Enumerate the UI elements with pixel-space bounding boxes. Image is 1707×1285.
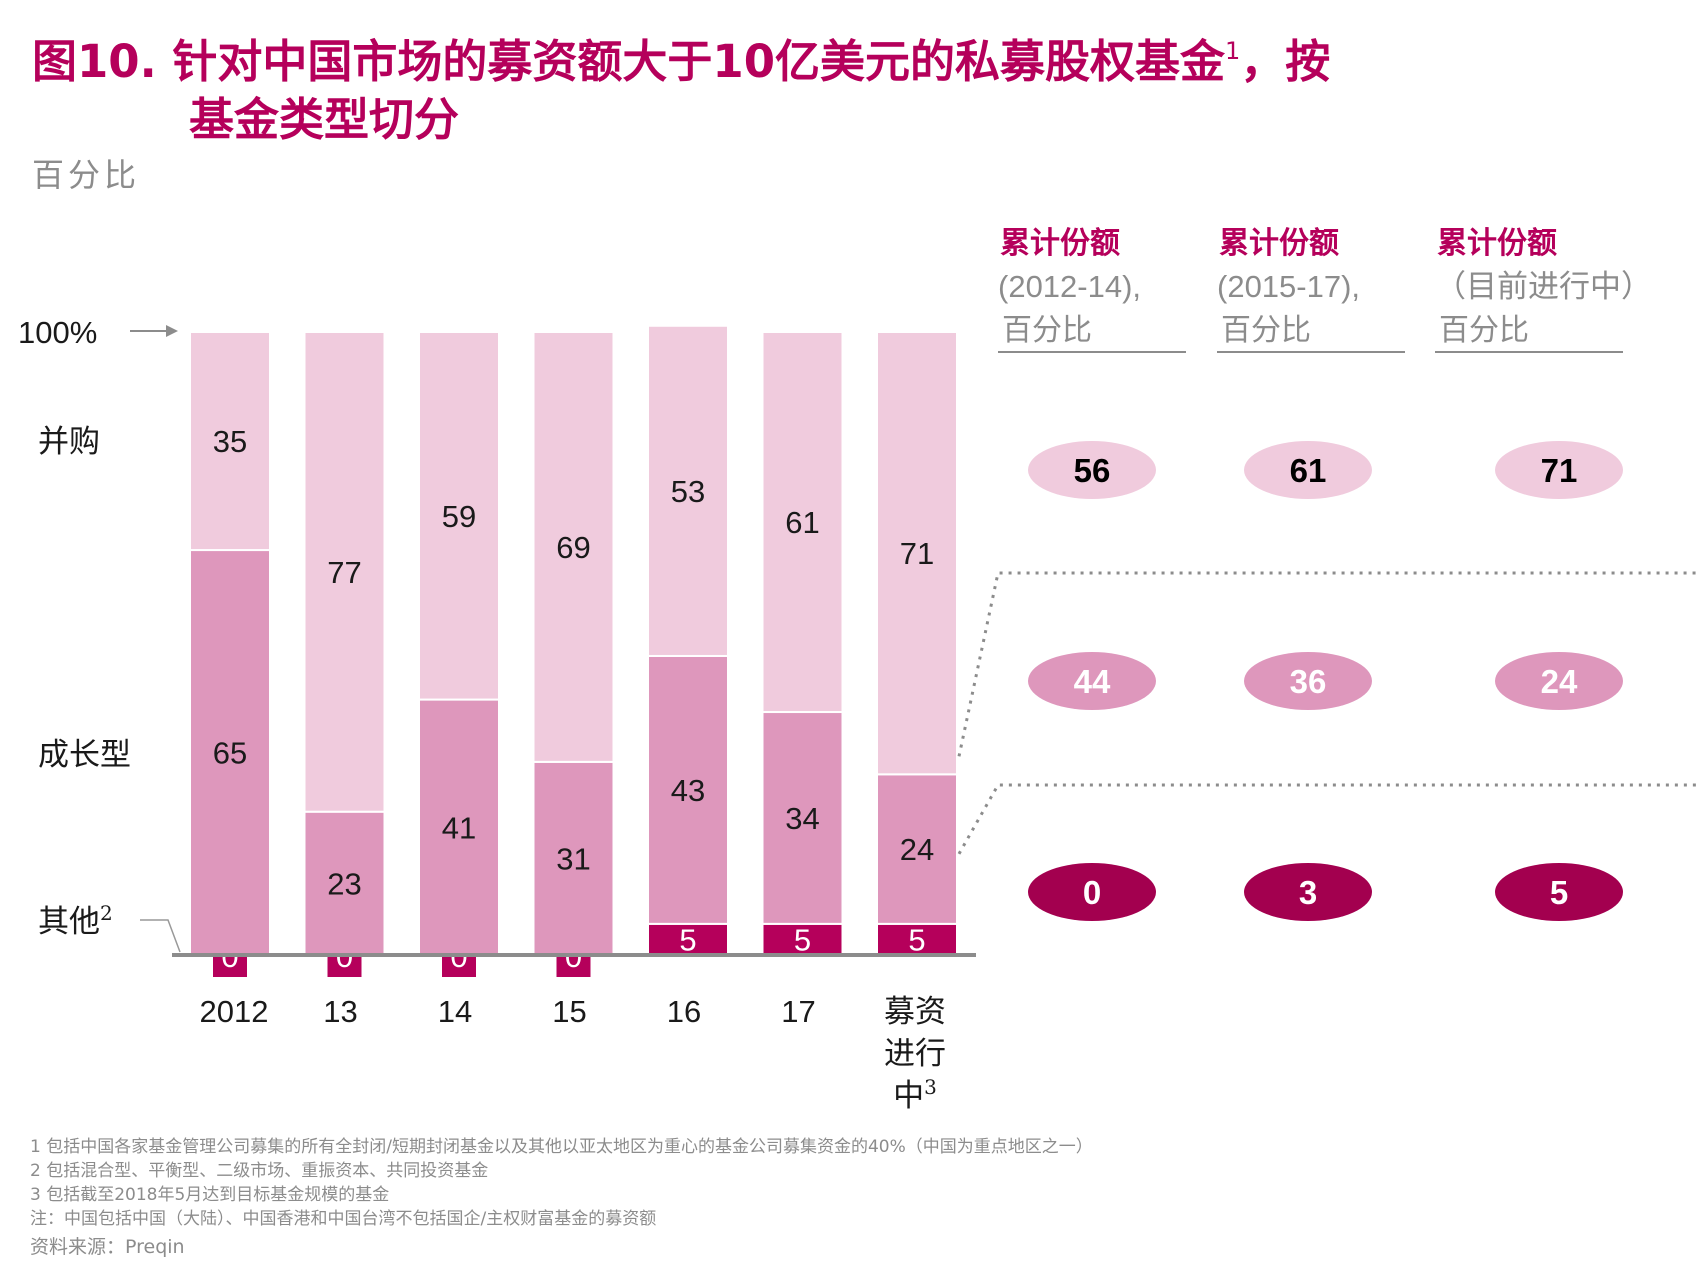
share-ellipse-buyout-0 — [1028, 441, 1156, 499]
x-tick-label-1: 13 — [323, 994, 357, 1029]
row-label-growth: 成长型 — [38, 737, 131, 773]
connector-lower — [957, 783, 1700, 855]
row-label-other-sup: 2 — [100, 901, 113, 925]
bar-label-growth-0: 65 — [213, 736, 247, 771]
share-value-buyout-2: 71 — [1541, 452, 1578, 489]
source-note: 资料来源：Preqin — [30, 1236, 185, 1258]
bar-label-buyout-6: 71 — [900, 536, 934, 571]
title-footnote-mark: 1 — [1225, 37, 1241, 65]
footnote-2: 2 包括混合型、平衡型、二级市场、重振资本、共同投资基金 — [30, 1161, 489, 1181]
bar-other-5 — [761, 922, 844, 956]
share-ellipse-buyout-1 — [1244, 441, 1372, 499]
x-tick-label-4: 16 — [667, 994, 701, 1029]
footnote-3: 3 包括截至2018年5月达到目标基金规模的基金 — [30, 1185, 390, 1205]
bar-buyout-1 — [303, 331, 386, 813]
table-subheader-2: （目前进行中） — [1435, 269, 1652, 305]
hundred-percent-label: 100% — [18, 315, 97, 350]
share-value-growth-1: 36 — [1290, 663, 1327, 700]
bar-label-growth-1: 23 — [327, 866, 361, 901]
x-tick-label-3: 15 — [552, 994, 586, 1029]
table-header-2: 累计份额 — [1437, 226, 1557, 261]
row-label-other: 其他2 — [38, 901, 113, 940]
table-unit-1: 百分比 — [1221, 313, 1311, 348]
bar-growth-2 — [418, 698, 500, 956]
bar-growth-0 — [189, 549, 271, 956]
unit-label: 百分比 — [32, 156, 141, 194]
bar-label-growth-6: 24 — [900, 832, 934, 867]
bar-growth-4 — [647, 654, 729, 925]
share-value-buyout-1: 61 — [1290, 452, 1327, 489]
share-value-other-2: 5 — [1550, 874, 1568, 911]
x-tick-label-0: 2012 — [200, 994, 269, 1029]
x-tick-label-2: 14 — [438, 994, 472, 1029]
bar-label-buyout-0: 35 — [213, 424, 247, 459]
share-value-growth-0: 44 — [1074, 663, 1111, 700]
title-line1-tail: ，按 — [1240, 35, 1331, 88]
share-ellipse-other-0 — [1028, 863, 1156, 921]
bar-label-growth-4: 43 — [671, 773, 705, 808]
bar-other-4 — [647, 922, 729, 956]
bar-buyout-3 — [532, 331, 615, 763]
table-subheader-0: (2012-14), — [998, 269, 1141, 304]
share-value-other-0: 0 — [1083, 874, 1101, 911]
table-unit-2: 百分比 — [1439, 313, 1529, 348]
footnote-note: 注：中国包括中国（大陆）、中国香港和中国台湾不包括国企/主权财富基金的募资额 — [30, 1209, 657, 1229]
share-ellipse-growth-1 — [1244, 652, 1372, 710]
table-header-0: 累计份额 — [1000, 226, 1120, 261]
bar-label-growth-3: 31 — [556, 841, 590, 876]
share-value-buyout-0: 56 — [1074, 452, 1111, 489]
bar-buyout-2 — [418, 331, 500, 701]
other-label-leader — [140, 919, 181, 953]
bar-label-buyout-5: 61 — [785, 505, 819, 540]
bar-growth-5 — [761, 711, 844, 925]
table-subheader-1: (2015-17), — [1217, 269, 1360, 304]
x-tick-label-6-line-0: 募资 — [884, 994, 946, 1030]
share-value-other-1: 3 — [1299, 874, 1317, 911]
bar-label-buyout-4: 53 — [671, 474, 705, 509]
x-tick-label-sup-6: 3 — [924, 1075, 937, 1099]
share-value-growth-2: 24 — [1541, 663, 1578, 700]
row-label-buyout: 并购 — [38, 424, 100, 460]
bar-label-growth-5: 34 — [785, 801, 819, 836]
bar-label-other-4: 5 — [679, 922, 696, 957]
chart-title: 图10. 针对中国市场的募资额大于10亿美元的私募股权基金1，按 基金类型切分 — [32, 22, 1692, 149]
title-line1: 图10. 针对中国市场的募资额大于10亿美元的私募股权基金 — [32, 35, 1226, 88]
table-header-1: 累计份额 — [1219, 226, 1339, 261]
bar-label-other-5: 5 — [794, 922, 811, 957]
bar-label-growth-2: 41 — [442, 810, 476, 845]
bar-buyout-6 — [876, 331, 958, 776]
x-tick-label-5: 17 — [781, 994, 815, 1029]
bar-label-buyout-3: 69 — [556, 530, 590, 565]
bar-buyout-0 — [189, 331, 271, 552]
x-tick-label-6-line-1: 进行 — [884, 1036, 946, 1072]
title-line2: 基金类型切分 — [189, 93, 460, 146]
bar-label-buyout-1: 77 — [327, 555, 361, 590]
bar-buyout-5 — [761, 331, 844, 714]
share-ellipse-other-2 — [1495, 863, 1623, 921]
bar-buyout-4 — [647, 324, 729, 657]
bar-label-other-6: 5 — [908, 922, 925, 957]
hundred-arrow-head — [166, 325, 178, 337]
share-ellipse-buyout-2 — [1495, 441, 1623, 499]
table-unit-0: 百分比 — [1002, 313, 1092, 348]
share-ellipse-growth-2 — [1495, 652, 1623, 710]
footnote-1: 1 包括中国各家基金管理公司募集的所有全封闭/短期封闭基金以及其他以亚太地区为重… — [30, 1137, 1093, 1157]
footnotes: 1 包括中国各家基金管理公司募集的所有全封闭/短期封闭基金以及其他以亚太地区为重… — [30, 1135, 1670, 1259]
bar-growth-3 — [532, 760, 615, 956]
share-ellipse-growth-0 — [1028, 652, 1156, 710]
x-tick-label-6-line-2: 中3 — [893, 1075, 937, 1114]
bar-label-buyout-2: 59 — [442, 499, 476, 534]
share-ellipse-other-1 — [1244, 863, 1372, 921]
